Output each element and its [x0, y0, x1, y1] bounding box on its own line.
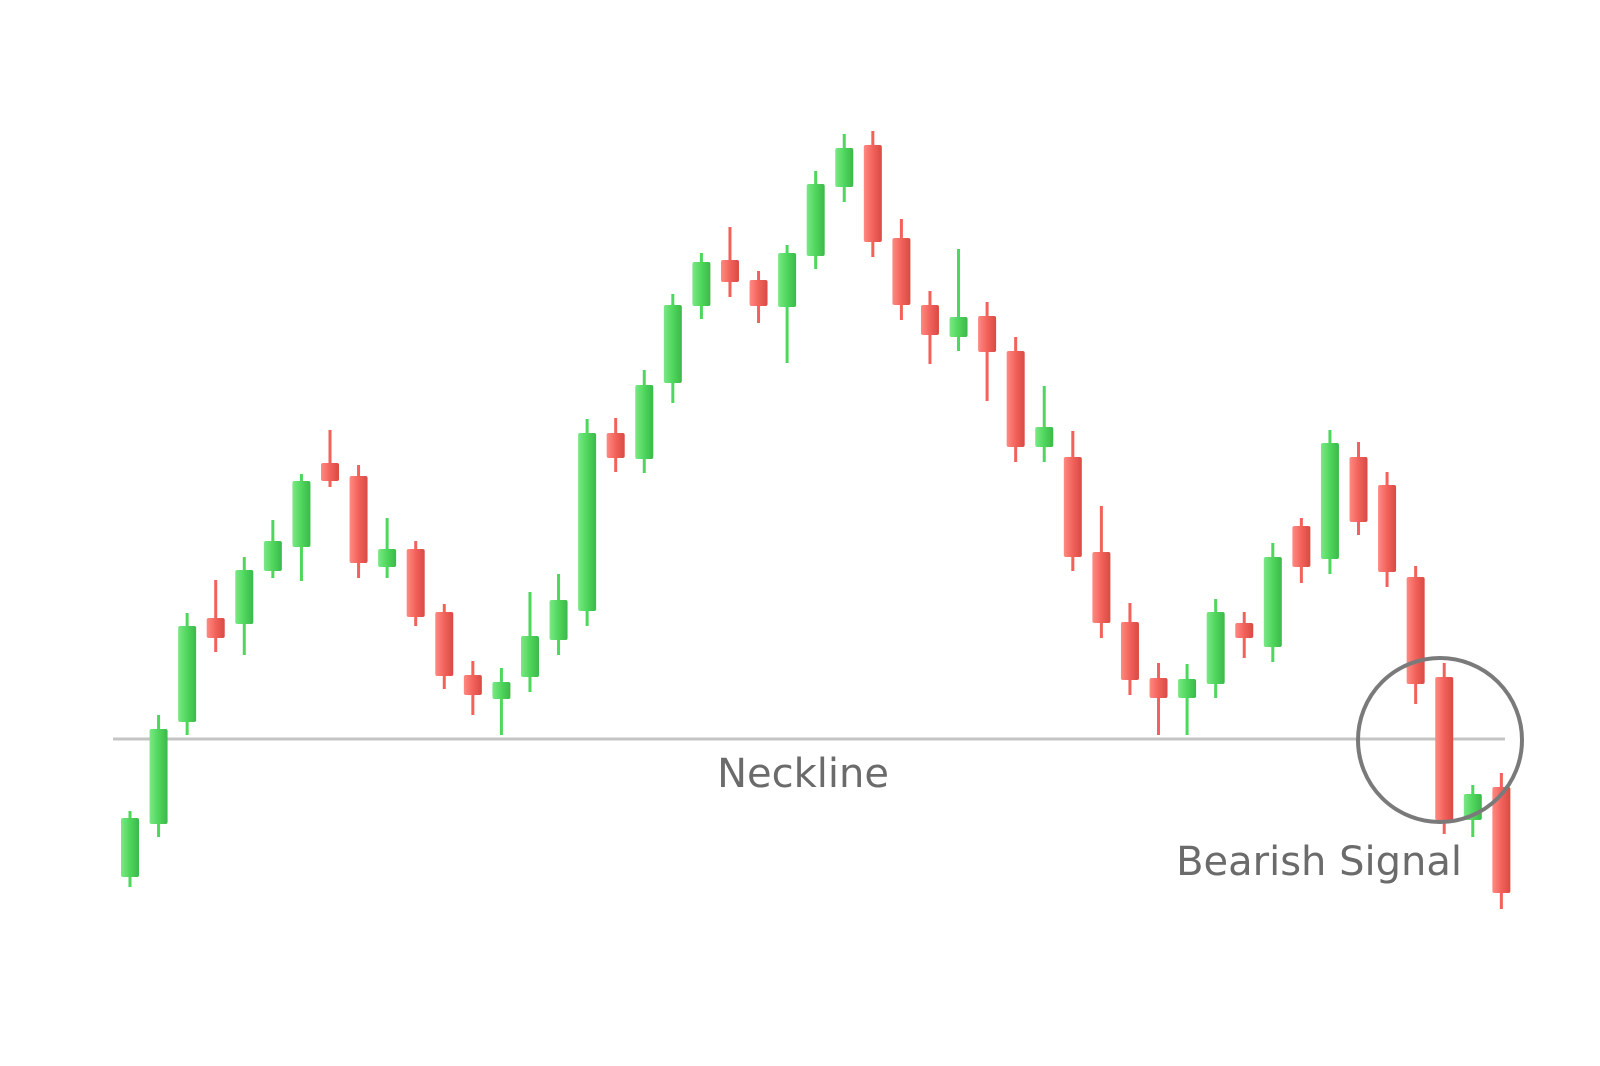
candle-body — [320, 463, 339, 481]
candle-body — [863, 145, 882, 242]
candle-body — [806, 184, 825, 256]
candle-body — [406, 549, 425, 617]
signal-circle — [1356, 656, 1524, 824]
candle-body — [235, 570, 254, 624]
candle-body — [378, 549, 397, 567]
candle-body — [720, 260, 739, 282]
candle-body — [635, 385, 654, 459]
candle-body — [1035, 427, 1054, 447]
candle-body — [949, 317, 968, 337]
candle-body — [1063, 457, 1082, 557]
candle-body — [749, 280, 768, 306]
candle-body — [1292, 526, 1311, 567]
neckline-label: Neckline — [717, 751, 889, 797]
candle-body — [1263, 557, 1282, 647]
candle-body — [520, 636, 539, 677]
annotation: Bearish Signal — [1176, 839, 1462, 885]
candle-body — [1006, 351, 1025, 447]
candle-body — [1492, 787, 1511, 893]
candle-body — [1435, 677, 1454, 820]
candle-body — [892, 238, 911, 305]
candle-body — [1378, 485, 1397, 572]
candle-body — [663, 305, 682, 383]
candle-body — [606, 433, 625, 458]
candle-body — [492, 682, 511, 699]
candle-body — [920, 305, 939, 335]
candle-body — [1092, 552, 1111, 623]
candle-body — [778, 253, 797, 307]
candle-body — [835, 148, 854, 187]
candle-body — [435, 612, 454, 676]
candle-body — [292, 481, 311, 547]
candle-body — [1120, 622, 1139, 680]
candle-body — [1320, 443, 1339, 559]
candle-body — [1235, 623, 1254, 638]
candle-body — [549, 600, 568, 640]
candle-body — [463, 675, 482, 695]
candle-body — [692, 262, 711, 306]
candle-body — [1178, 679, 1197, 698]
candle-body — [206, 618, 225, 638]
candle-body — [263, 541, 282, 571]
candle-body — [578, 433, 597, 611]
candle-body — [1349, 457, 1368, 522]
candle-body — [978, 316, 997, 352]
candle-body — [1206, 612, 1225, 684]
candle-body — [1149, 678, 1168, 698]
candle-body — [178, 626, 197, 722]
candles — [113, 131, 1511, 909]
candle-body — [149, 729, 168, 824]
candle-body — [1406, 577, 1425, 684]
candle-body — [121, 818, 139, 877]
candle-body — [349, 476, 368, 563]
